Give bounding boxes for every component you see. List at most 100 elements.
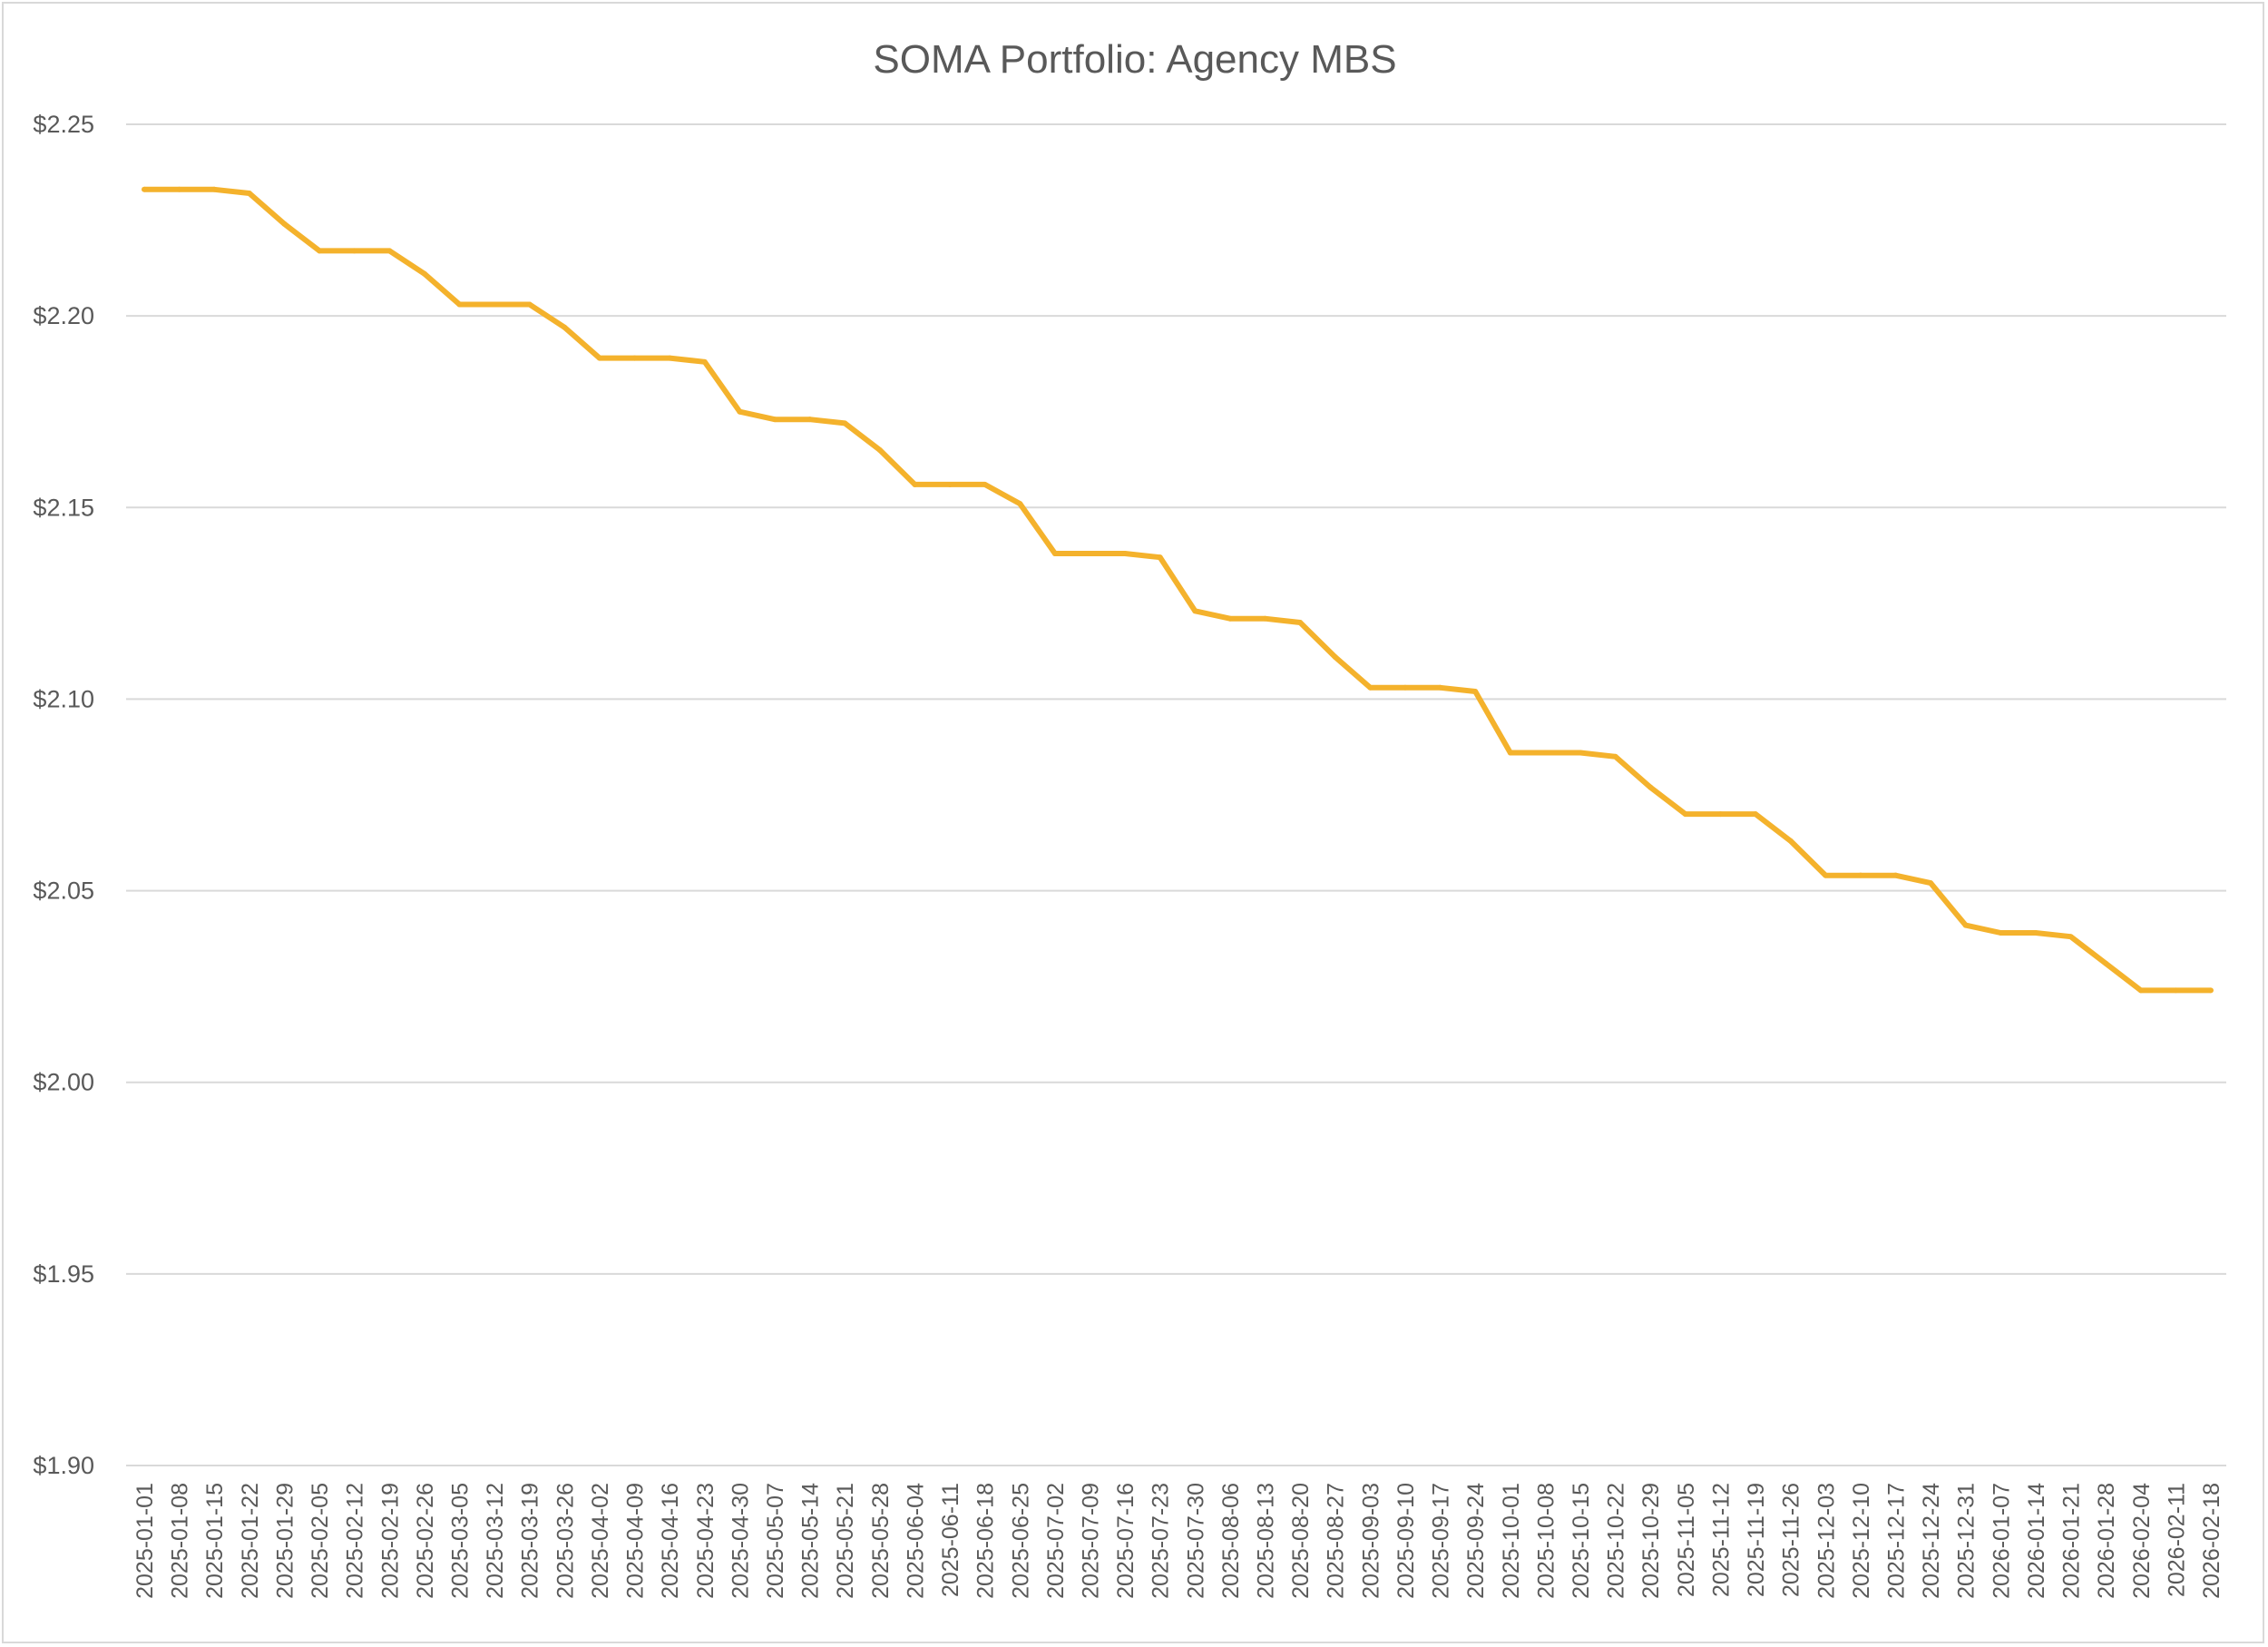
data-point: [807, 417, 813, 423]
data-point: [1717, 811, 1724, 818]
y-tick-label: $2.10: [33, 685, 94, 712]
data-point: [1262, 615, 1268, 622]
x-tick-label: 2025-08-13: [1254, 1483, 1279, 1599]
x-tick-label: 2025-02-05: [308, 1483, 333, 1599]
x-tick-label: 2025-04-30: [728, 1483, 753, 1599]
x-tick-label: 2025-09-24: [1463, 1483, 1489, 1599]
x-tick-label: 2025-12-03: [1813, 1483, 1839, 1599]
data-point: [842, 420, 848, 426]
x-tick-label: 2025-11-26: [1779, 1483, 1804, 1597]
data-point: [492, 301, 498, 308]
x-tick-label: 2025-10-29: [1638, 1483, 1664, 1599]
x-tick-label: 2025-09-03: [1358, 1483, 1383, 1599]
x-tick-label: 2025-06-25: [1008, 1483, 1033, 1599]
x-tick-label: 2025-06-11: [938, 1483, 963, 1597]
data-point: [1227, 615, 1233, 622]
data-point: [1017, 501, 1023, 507]
data-point: [1998, 930, 2004, 936]
x-tick-label: 2025-05-21: [833, 1483, 858, 1599]
data-point: [1087, 550, 1093, 556]
data-point: [771, 417, 777, 423]
x-tick-label: 2025-07-09: [1078, 1483, 1103, 1599]
y-tick-label: $2.05: [33, 877, 94, 905]
x-tick-label: 2025-08-06: [1218, 1483, 1244, 1599]
data-point: [1051, 550, 1058, 556]
x-tick-label: 2025-04-16: [658, 1483, 683, 1599]
data-point: [1472, 688, 1479, 694]
x-tick-label: 2025-01-22: [238, 1483, 263, 1599]
line-chart: SOMA Portfolio: Agency MBS $1.90 $1.95 $2.…: [33, 37, 2226, 1599]
data-point: [351, 248, 357, 254]
x-tick-label: 2025-03-12: [483, 1483, 508, 1599]
x-tick-label: 2025-07-30: [1183, 1483, 1208, 1599]
x-tick-label: 2025-02-12: [343, 1483, 368, 1599]
data-point: [2137, 987, 2144, 994]
data-point: [1297, 619, 1304, 625]
data-point: [1122, 550, 1129, 556]
data-point: [1857, 872, 1863, 878]
data-point: [1507, 750, 1513, 756]
x-tick-label: 2025-07-02: [1043, 1483, 1069, 1599]
y-tick-label: $1.95: [33, 1260, 94, 1288]
data-point: [2103, 960, 2109, 966]
data-point: [246, 191, 252, 197]
x-tick-label: 2025-05-14: [798, 1483, 824, 1599]
x-tick-label: 2025-07-23: [1149, 1483, 1174, 1599]
x-tick-label: 2025-01-01: [132, 1483, 158, 1599]
x-tick-label: 2025-04-02: [588, 1483, 613, 1599]
x-tick-label: 2025-10-22: [1604, 1483, 1629, 1599]
data-point: [1962, 922, 1969, 928]
y-tick-label: $2.15: [33, 494, 94, 521]
x-tick-label: 2026-01-07: [1989, 1483, 2014, 1599]
chart-title: SOMA Portfolio: Agency MBS: [873, 37, 1396, 82]
x-tick-label: 2025-02-19: [377, 1483, 403, 1599]
x-tick-label: 2025-04-09: [623, 1483, 649, 1599]
x-tick-label: 2025-04-23: [693, 1483, 719, 1599]
series-layer: [142, 186, 2214, 994]
x-tick-label: 2026-01-14: [2024, 1483, 2049, 1599]
x-tick-label: 2025-08-20: [1288, 1483, 1314, 1599]
data-point: [2173, 987, 2179, 994]
series-line-agency-mbs: [144, 186, 2211, 994]
x-tick-label: 2025-05-28: [868, 1483, 894, 1599]
data-point: [317, 248, 323, 254]
x-tick-label: 2025-07-16: [1113, 1483, 1139, 1599]
data-point: [701, 358, 708, 365]
data-point: [526, 301, 533, 308]
data-point: [1402, 684, 1408, 691]
x-tick-label: 2026-01-21: [2059, 1483, 2085, 1599]
x-axis-tick-labels: 2025-01-01 2025-01-08 2025-01-15 2025-01-22…: [132, 1483, 2224, 1599]
data-point: [386, 248, 393, 254]
data-point: [876, 446, 883, 453]
x-tick-label: 2025-03-05: [447, 1483, 473, 1599]
x-tick-label: 2025-01-08: [168, 1483, 193, 1599]
data-point: [1892, 872, 1899, 878]
y-tick-label: $2.00: [33, 1069, 94, 1096]
data-point: [631, 355, 638, 361]
data-point: [1787, 838, 1794, 844]
x-tick-label: 2026-02-18: [2199, 1483, 2224, 1599]
x-tick-label: 2025-12-31: [1954, 1483, 1980, 1599]
data-point: [421, 270, 427, 277]
data-point: [562, 324, 568, 330]
data-point: [737, 408, 743, 415]
x-tick-label: 2026-02-04: [2129, 1483, 2155, 1599]
data-point: [912, 481, 918, 487]
data-point: [1612, 753, 1618, 760]
data-point: [2032, 930, 2038, 936]
data-point: [1437, 684, 1443, 691]
data-point: [2208, 987, 2214, 994]
data-point: [1578, 750, 1584, 756]
data-point: [211, 186, 218, 192]
data-point: [1367, 684, 1374, 691]
x-tick-label: 2025-09-10: [1393, 1483, 1419, 1599]
x-tick-label: 2025-03-26: [552, 1483, 578, 1599]
data-point: [1682, 811, 1688, 818]
data-point: [456, 301, 463, 308]
x-tick-label: 2025-10-01: [1499, 1483, 1524, 1599]
x-tick-label: 2025-11-12: [1708, 1483, 1734, 1597]
x-tick-label: 2025-10-15: [1569, 1483, 1594, 1599]
data-point: [596, 355, 602, 361]
data-point: [982, 481, 988, 487]
